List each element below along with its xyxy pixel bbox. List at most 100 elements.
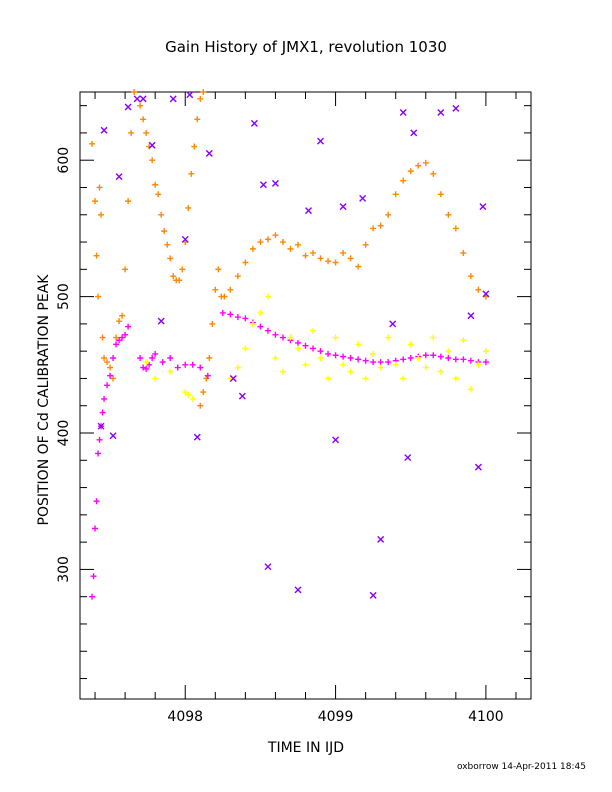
data-point bbox=[122, 331, 129, 338]
data-point bbox=[193, 433, 201, 441]
data-point bbox=[242, 259, 249, 266]
data-point bbox=[234, 314, 241, 321]
data-point bbox=[191, 143, 198, 150]
data-point bbox=[355, 341, 362, 348]
data-point bbox=[272, 331, 279, 338]
data-point bbox=[227, 375, 234, 382]
data-point bbox=[437, 191, 444, 198]
data-point bbox=[197, 95, 204, 102]
data-point bbox=[89, 140, 96, 147]
data-point bbox=[149, 354, 156, 361]
data-point bbox=[362, 241, 369, 248]
data-point bbox=[385, 211, 392, 218]
data-point bbox=[113, 341, 120, 348]
data-point bbox=[422, 364, 429, 371]
data-point bbox=[340, 361, 347, 368]
data-point bbox=[149, 157, 156, 164]
data-point bbox=[279, 239, 286, 246]
data-point bbox=[482, 290, 490, 298]
data-point bbox=[93, 498, 100, 505]
data-point bbox=[475, 361, 482, 368]
data-point bbox=[399, 108, 407, 116]
data-point bbox=[370, 350, 377, 357]
data-point bbox=[400, 375, 407, 382]
data-point bbox=[143, 359, 150, 366]
data-point bbox=[415, 162, 422, 169]
data-point bbox=[125, 323, 132, 330]
data-point bbox=[445, 354, 452, 361]
data-point bbox=[415, 354, 422, 361]
series-1 bbox=[89, 309, 489, 600]
data-point bbox=[104, 359, 111, 366]
data-point bbox=[137, 102, 144, 109]
axis-ticks: 4098 4099 4100 300 400 500 600 bbox=[56, 92, 531, 725]
data-point bbox=[362, 375, 369, 382]
data-point bbox=[101, 395, 108, 402]
data-point bbox=[422, 352, 429, 359]
data-point bbox=[234, 364, 241, 371]
data-point bbox=[174, 364, 181, 371]
data-marks bbox=[89, 89, 490, 600]
data-point bbox=[279, 368, 286, 375]
series-0 bbox=[89, 89, 489, 409]
data-point bbox=[159, 359, 166, 366]
data-point bbox=[95, 450, 102, 457]
data-point bbox=[170, 273, 177, 280]
data-point bbox=[482, 359, 489, 366]
data-point bbox=[264, 327, 271, 334]
y-tick-label: 600 bbox=[56, 147, 72, 174]
data-point bbox=[460, 356, 467, 363]
data-point bbox=[169, 95, 177, 103]
data-point bbox=[437, 108, 445, 116]
data-point bbox=[339, 203, 347, 211]
data-point bbox=[347, 368, 354, 375]
data-point bbox=[96, 184, 103, 191]
data-point bbox=[460, 337, 467, 344]
data-point bbox=[369, 591, 377, 599]
data-point bbox=[340, 249, 347, 256]
data-point bbox=[392, 191, 399, 198]
data-point bbox=[115, 173, 123, 181]
data-point bbox=[99, 409, 106, 416]
data-point bbox=[101, 354, 108, 361]
data-point bbox=[197, 364, 204, 371]
data-point bbox=[238, 392, 246, 400]
plot-frame bbox=[79, 91, 532, 700]
x-axis-label: TIME IN IJD bbox=[267, 740, 345, 756]
data-point bbox=[445, 348, 452, 355]
data-point bbox=[242, 315, 249, 322]
data-point bbox=[98, 211, 105, 218]
data-point bbox=[92, 198, 99, 205]
data-point bbox=[377, 364, 384, 371]
data-point bbox=[404, 454, 412, 462]
data-point bbox=[257, 323, 264, 330]
data-point bbox=[116, 318, 123, 325]
data-point bbox=[200, 89, 207, 95]
data-point bbox=[407, 168, 414, 175]
x-tick-label: 4099 bbox=[318, 709, 354, 725]
data-point bbox=[347, 354, 354, 361]
data-point bbox=[96, 436, 103, 443]
data-point bbox=[100, 126, 108, 134]
data-point bbox=[467, 273, 474, 280]
data-point bbox=[407, 341, 414, 348]
data-point bbox=[107, 372, 114, 379]
data-point bbox=[332, 259, 339, 266]
data-point bbox=[189, 395, 196, 402]
data-point bbox=[302, 342, 309, 349]
data-point bbox=[467, 386, 474, 393]
data-point bbox=[302, 252, 309, 259]
data-point bbox=[317, 137, 325, 145]
series-2 bbox=[143, 293, 489, 402]
data-point bbox=[340, 353, 347, 360]
data-point bbox=[400, 356, 407, 363]
data-point bbox=[140, 116, 147, 123]
data-point bbox=[437, 368, 444, 375]
series-3 bbox=[97, 91, 490, 599]
data-point bbox=[148, 141, 156, 149]
data-point bbox=[92, 525, 99, 532]
data-point bbox=[164, 241, 171, 248]
y-tick-label: 300 bbox=[56, 556, 72, 583]
data-point bbox=[143, 129, 150, 136]
